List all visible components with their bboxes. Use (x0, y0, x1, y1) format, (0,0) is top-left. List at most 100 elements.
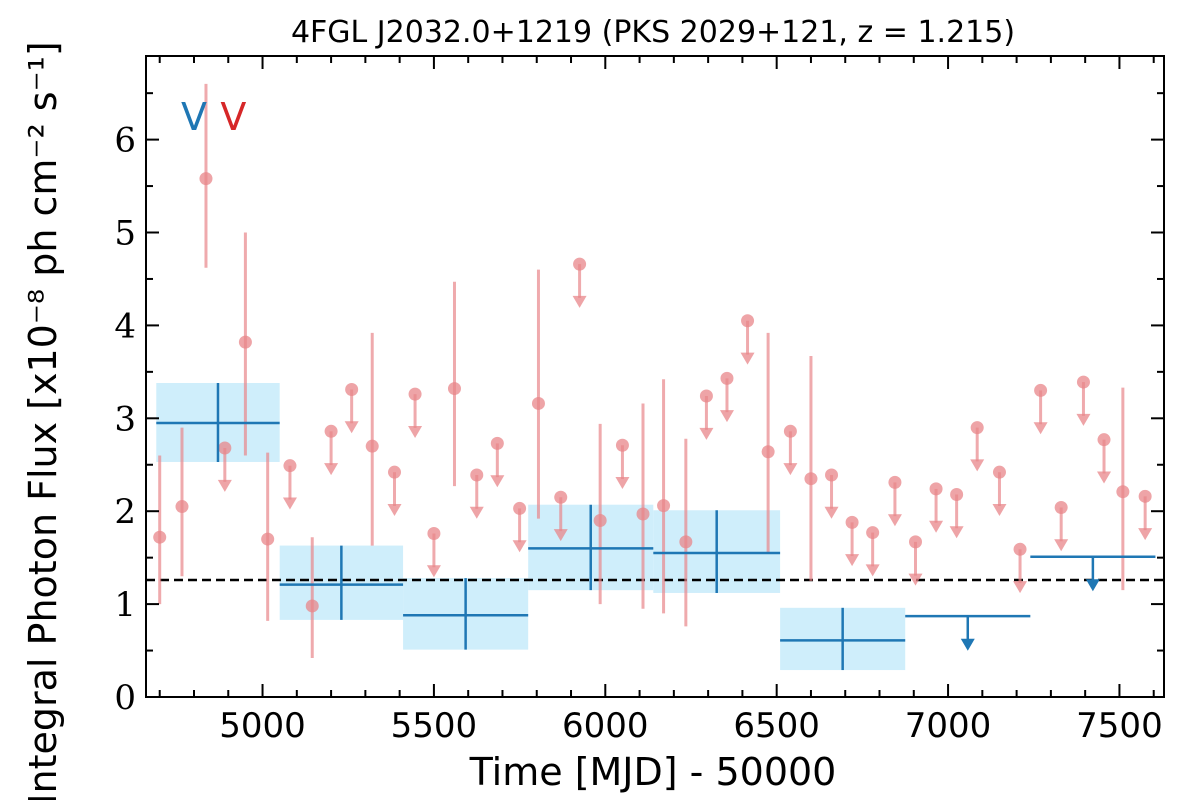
y-tick-label-2: 2 (114, 492, 136, 532)
short-bin-point-12 (679, 535, 693, 549)
short-bin-ul-point-19 (866, 526, 880, 540)
short-bin-ul-arrow-7 (469, 506, 484, 519)
short-bin-ul-arrow-2 (324, 463, 339, 476)
short-bin-ul-arrow-4 (387, 503, 402, 516)
short-bin-ul-point-14 (720, 371, 734, 385)
short-bin-point-10 (636, 507, 650, 521)
short-bin-ul-point-18 (845, 515, 859, 529)
short-bin-ul-point-30 (1097, 433, 1111, 447)
short-bin-point-6 (365, 439, 379, 453)
short-bin-ul-arrow-18 (845, 554, 860, 567)
v-marker-1: V (220, 95, 246, 139)
short-bin-ul-arrow-5 (408, 425, 423, 438)
x-tick-label-5: 7500 (1076, 706, 1163, 746)
y-axis-label: Integral Photon Flux [x10⁻⁸ ph cm⁻² s⁻¹] (21, 41, 65, 800)
x-axis-label: Time [MJD] - 50000 (469, 750, 837, 794)
axes-layer (145, 55, 1165, 698)
short-bin-point-9 (593, 513, 607, 527)
short-bin-ul-arrow-17 (824, 506, 839, 519)
short-bin-ul-point-16 (783, 424, 797, 438)
short-bin-ul-arrow-16 (783, 463, 798, 476)
short-bin-ul-arrow-19 (865, 564, 880, 577)
short-bin-point-0 (153, 530, 167, 544)
short-bin-ul-arrow-0 (217, 479, 232, 492)
short-bin-series-layer (153, 83, 1153, 658)
long-bin-ul-arrow-1 (1085, 579, 1100, 592)
short-bin-ul-arrow-13 (699, 427, 714, 440)
short-bin-ul-point-20 (888, 475, 902, 489)
v-marker-0: V (181, 95, 207, 139)
short-bin-ul-arrow-8 (490, 475, 505, 488)
long-bin-ul-arrow-0 (960, 638, 975, 651)
short-bin-ul-arrow-29 (1076, 413, 1091, 426)
short-bin-ul-point-10 (554, 490, 568, 504)
short-bin-ul-point-0 (218, 441, 232, 455)
x-tick-label-0: 5000 (219, 706, 306, 746)
short-bin-ul-point-24 (970, 421, 984, 435)
short-bin-point-1 (175, 500, 189, 514)
short-bin-ul-point-11 (573, 257, 587, 271)
short-bin-ul-point-8 (490, 436, 504, 450)
y-tick-label-0: 0 (114, 678, 136, 718)
y-tick-label-5: 5 (114, 214, 136, 254)
short-bin-ul-point-2 (324, 424, 338, 438)
y-tick-label-4: 4 (114, 306, 136, 346)
x-tick-label-3: 6500 (733, 706, 820, 746)
short-bin-ul-point-6 (427, 526, 441, 540)
y-tick-label-6: 6 (114, 121, 136, 161)
short-bin-point-11 (657, 499, 671, 513)
short-bin-ul-point-1 (283, 459, 297, 473)
short-bin-ul-arrow-15 (740, 352, 755, 365)
plot-frame (145, 55, 1165, 698)
short-bin-ul-point-15 (741, 314, 755, 328)
short-bin-ul-arrow-9 (512, 540, 527, 553)
short-bin-ul-arrow-12 (615, 477, 630, 490)
chart-title: 4FGL J2032.0+1219 (PKS 2029+121, z = 1.2… (291, 15, 1015, 50)
short-bin-point-13 (761, 445, 775, 459)
short-bin-ul-arrow-30 (1097, 471, 1112, 484)
short-bin-ul-point-12 (615, 438, 629, 452)
short-bin-ul-point-26 (1013, 542, 1027, 556)
short-bin-ul-point-17 (825, 468, 839, 482)
short-bin-ul-point-25 (992, 465, 1006, 479)
short-bin-ul-arrow-20 (887, 514, 902, 527)
short-bin-ul-point-29 (1076, 375, 1090, 389)
short-bin-ul-arrow-10 (553, 529, 568, 542)
tick-labels-layer: 5000 5500 6000 6500 7000 7500 0 1 2 3 4 5 6 (114, 121, 1162, 746)
short-bin-ul-point-7 (470, 468, 484, 482)
short-bin-ul-arrow-23 (949, 526, 964, 539)
short-bin-ul-point-3 (345, 383, 359, 397)
x-tick-label-4: 7000 (905, 706, 992, 746)
short-bin-ul-point-21 (908, 535, 922, 549)
short-bin-ul-point-9 (513, 501, 527, 515)
short-bin-ul-point-27 (1034, 383, 1048, 397)
y-tick-label-1: 1 (114, 585, 136, 625)
short-bin-ul-arrow-24 (970, 459, 985, 472)
short-bin-point-2 (199, 172, 213, 186)
short-bin-ul-point-22 (929, 482, 943, 496)
short-bin-ul-arrow-28 (1054, 539, 1069, 552)
y-tick-label-3: 3 (114, 399, 136, 439)
short-bin-ul-point-31 (1138, 489, 1152, 503)
short-bin-point-7 (447, 382, 461, 396)
short-bin-ul-arrow-1 (282, 497, 297, 510)
short-bin-ul-arrow-27 (1033, 422, 1048, 435)
short-bin-ul-arrow-11 (572, 295, 587, 308)
short-bin-ul-arrow-25 (992, 503, 1007, 516)
short-bin-ul-arrow-6 (426, 565, 441, 578)
x-tick-label-1: 5500 (391, 706, 478, 746)
short-bin-ul-point-4 (388, 465, 402, 479)
short-bin-ul-point-13 (699, 389, 713, 403)
short-bin-point-4 (261, 532, 275, 546)
short-bin-ul-arrow-3 (344, 421, 359, 434)
short-bin-point-3 (238, 335, 252, 349)
x-tick-label-2: 6000 (562, 706, 649, 746)
short-bin-ul-point-23 (950, 487, 964, 501)
short-bin-ul-arrow-14 (719, 410, 734, 423)
short-bin-ul-arrow-22 (929, 520, 944, 533)
short-bin-point-5 (305, 599, 319, 613)
long-bin-series-layer (156, 383, 1156, 671)
short-bin-ul-point-5 (408, 387, 422, 401)
